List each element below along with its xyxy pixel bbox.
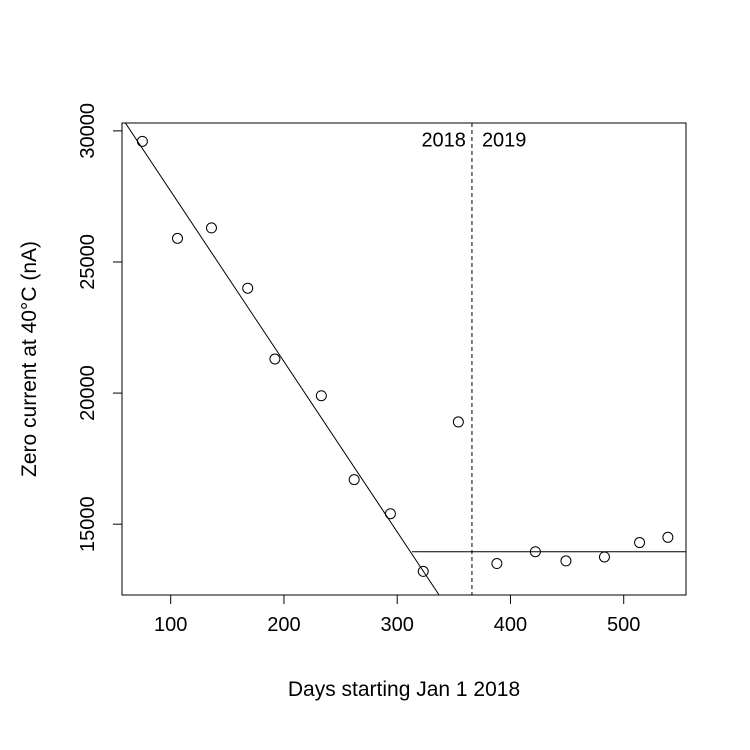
decline-fit-line [124, 123, 440, 595]
data-point [452, 416, 464, 428]
data-point [315, 390, 327, 402]
x-tick-label: 100 [154, 614, 187, 636]
data-point [662, 531, 674, 543]
y-tick-label: 20000 [77, 365, 99, 421]
x-axis-label: Days starting Jan 1 2018 [288, 678, 520, 701]
data-point [384, 508, 396, 520]
data-point [598, 551, 610, 563]
data-point [136, 135, 148, 147]
x-tick-label: 400 [494, 614, 527, 636]
x-tick-label: 500 [607, 614, 640, 636]
x-tick-label: 300 [381, 614, 414, 636]
plot-box [121, 122, 687, 596]
data-point [529, 546, 541, 558]
data-point [269, 353, 281, 365]
data-point [417, 565, 429, 577]
data-point [634, 537, 646, 549]
fit-lines [124, 123, 686, 595]
data-point [560, 555, 572, 567]
data-point [171, 232, 183, 244]
y-axis-label: Zero current at 40°C (nA) [18, 241, 41, 477]
y-tick-label: 15000 [77, 496, 99, 552]
data-point [491, 558, 503, 570]
data-point [348, 474, 360, 486]
y-tick-label: 25000 [77, 234, 99, 290]
data-point [205, 222, 217, 234]
y-tick-label: 30000 [77, 103, 99, 159]
data-point [242, 282, 254, 294]
year-annotation-2019: 2019 [482, 129, 526, 151]
x-tick-label: 200 [267, 614, 300, 636]
chart-marks: 100 200 300 400 500 15000 20000 25000 30000 2018 2… [77, 103, 686, 636]
year-annotation-2018: 2018 [421, 129, 466, 151]
